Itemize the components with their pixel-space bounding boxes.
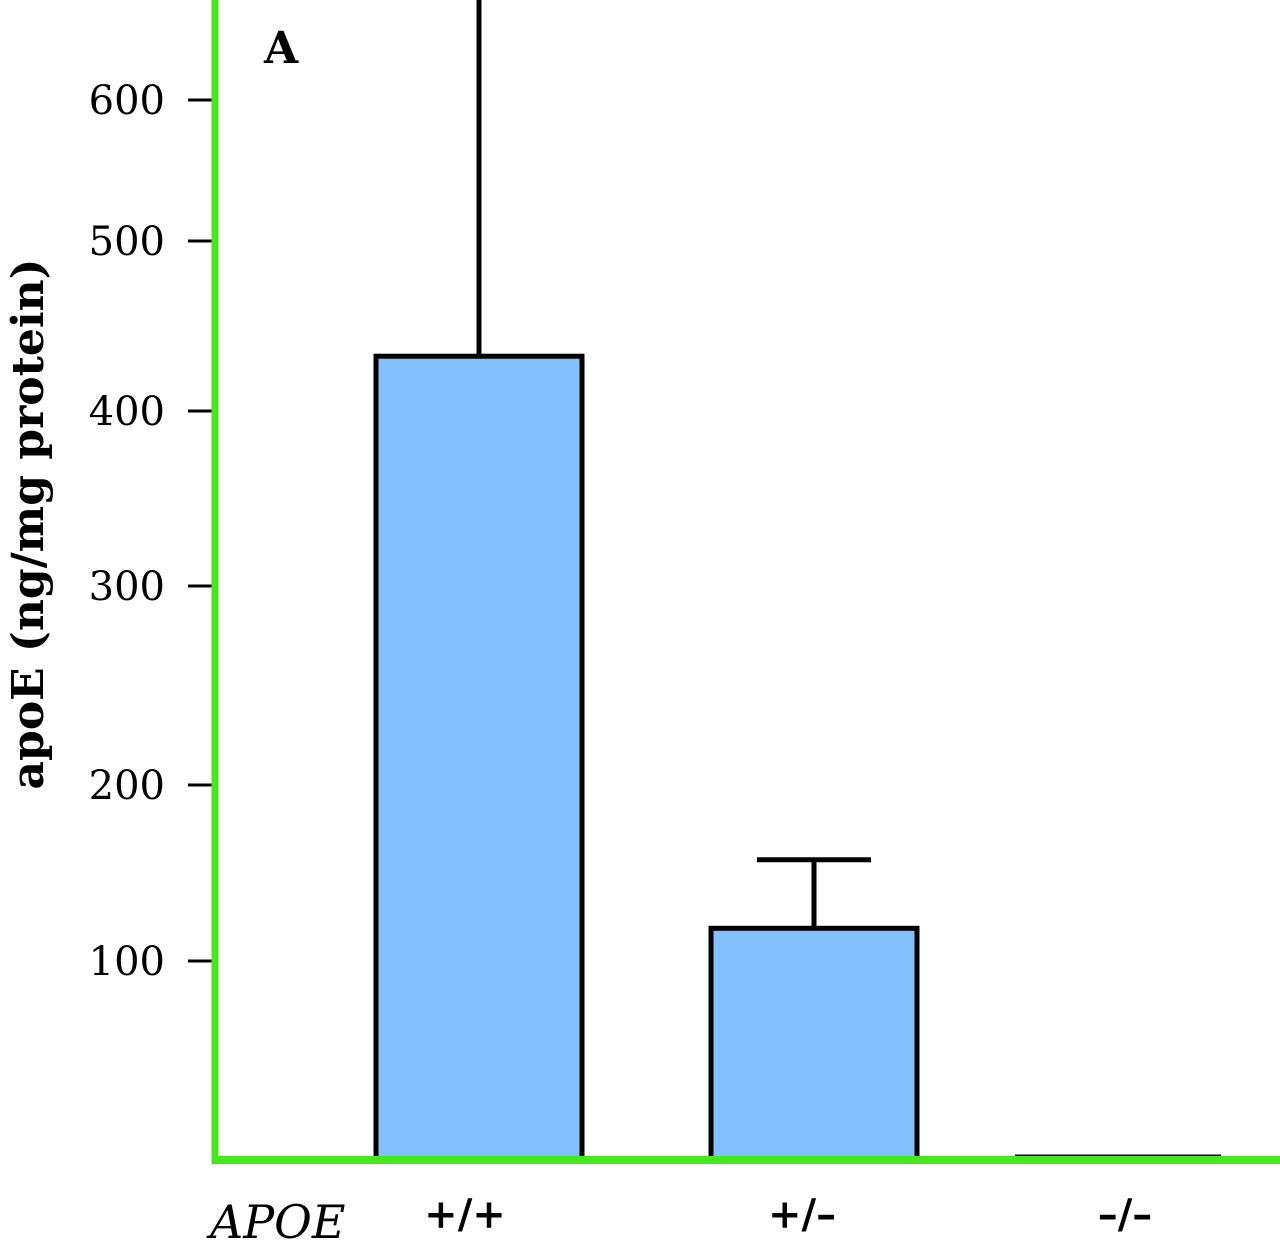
x-axis-label: APOE bbox=[206, 1195, 345, 1243]
y-axis-label: apoE (ng/mg protein) bbox=[3, 259, 54, 790]
y-tick-label-300: 300 bbox=[89, 564, 165, 610]
x-tick-label-1: +/– bbox=[768, 1191, 836, 1238]
panel-label: A bbox=[263, 23, 299, 74]
y-tick-label-200: 200 bbox=[89, 763, 165, 809]
x-tick-label-0: +/+ bbox=[424, 1191, 506, 1238]
bar-1 bbox=[708, 925, 920, 1163]
y-tick-label-100: 100 bbox=[89, 939, 165, 985]
y-tick-label-500: 500 bbox=[89, 219, 165, 265]
bar-0 bbox=[373, 353, 585, 1163]
y-tick-label-600: 600 bbox=[89, 78, 165, 124]
x-tick-label-2: –/– bbox=[1098, 1191, 1153, 1238]
y-tick-label-400: 400 bbox=[89, 389, 165, 435]
